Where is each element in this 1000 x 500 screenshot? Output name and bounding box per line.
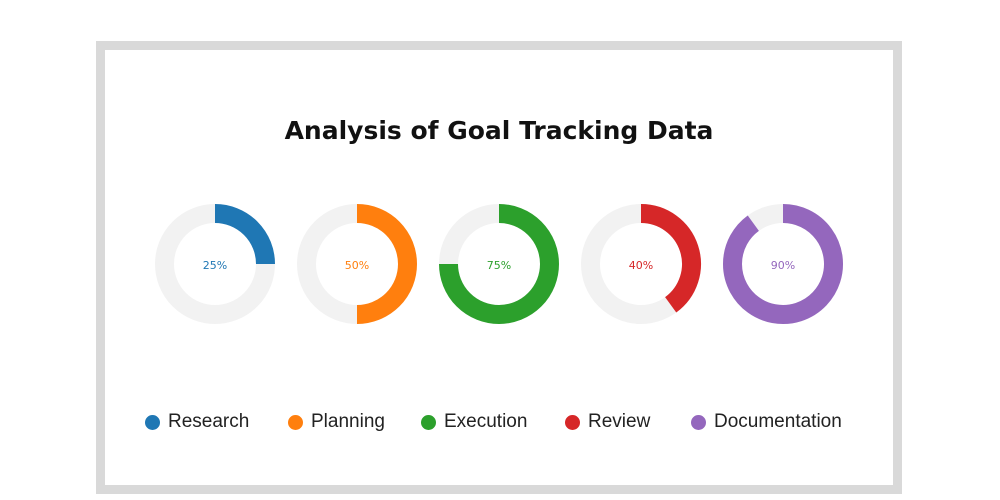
donut-label-review: 40% xyxy=(629,259,653,272)
legend-swatch-review xyxy=(565,414,580,430)
legend-item-execution: Execution xyxy=(421,410,527,434)
donut-row: 25% 50% 75% 40% 90% xyxy=(105,50,893,485)
donut-label-research: 25% xyxy=(203,259,227,272)
chart-frame: Analysis of Goal Tracking Data 25% 50% 75%… xyxy=(96,41,902,494)
legend-label-documentation: Documentation xyxy=(714,411,842,432)
legend-label-planning: Planning xyxy=(311,411,385,432)
donut-label-execution: 75% xyxy=(487,259,511,272)
chart-title: Analysis of Goal Tracking Data xyxy=(284,116,714,145)
donut-label-planning: 50% xyxy=(345,259,369,272)
legend-label-review: Review xyxy=(588,411,651,432)
legend-swatch-research xyxy=(145,414,160,430)
legend-swatch-execution xyxy=(421,414,436,430)
legend-label-execution: Execution xyxy=(444,411,528,432)
chart-legend: Research Planning Execution Review Documenta… xyxy=(105,410,893,434)
donut-arc-research xyxy=(214,204,275,265)
legend-item-review: Review xyxy=(565,410,650,434)
legend-item-research: Research xyxy=(145,410,249,434)
legend-item-documentation: Documentation xyxy=(691,410,842,434)
legend-swatch-documentation xyxy=(691,414,706,430)
legend-label-research: Research xyxy=(168,411,250,432)
donut-label-documentation: 90% xyxy=(771,259,795,272)
legend-item-planning: Planning xyxy=(288,410,385,434)
donut-arc-planning xyxy=(356,204,417,324)
donut-arc-documentation xyxy=(723,204,843,324)
legend-swatch-planning xyxy=(288,414,303,430)
donut-charts: 25% 50% 75% 40% 90% xyxy=(155,204,843,324)
donut-arc-review xyxy=(640,204,701,313)
donut-arc-execution xyxy=(439,204,559,324)
